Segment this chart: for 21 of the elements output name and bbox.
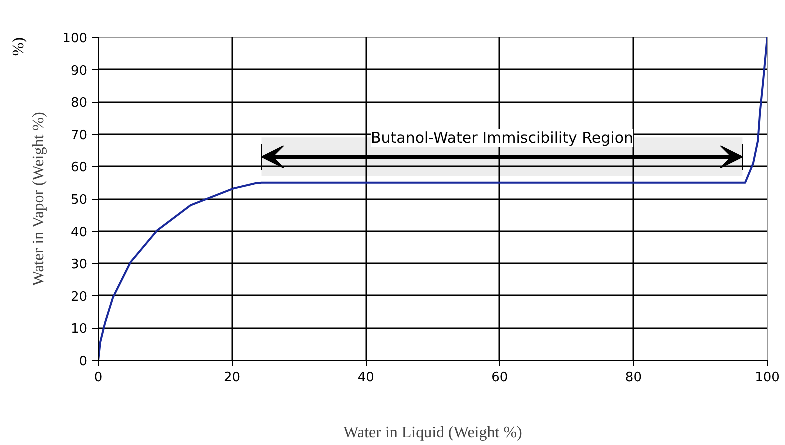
- x-tick-label: 100: [755, 370, 780, 386]
- x-tick-label: 20: [224, 370, 241, 386]
- y-tick-label: 50: [70, 193, 88, 208]
- y-tick-label: 90: [70, 64, 88, 79]
- band-label: Butanol-Water Immiscibility Region: [370, 129, 634, 148]
- text: %): [10, 38, 28, 56]
- y-tick-label: 100: [62, 32, 88, 46]
- x-tick-label: 60: [492, 370, 508, 386]
- x-tick-label: 0: [94, 370, 103, 386]
- y-tick-label: 80: [70, 96, 88, 112]
- x-tick-label: 40: [358, 370, 374, 386]
- y-tick-label: 0: [79, 354, 88, 370]
- y-tick-label: 30: [70, 258, 88, 273]
- y-tick-label: 60: [70, 160, 88, 176]
- y-axis-title: Water in Vapor (Weight %): [30, 112, 48, 286]
- y-tick-label: 70: [70, 128, 88, 144]
- x-axis-title: Water in Liquid (Weight %): [344, 424, 522, 442]
- x-tick-label: 80: [625, 370, 642, 386]
- y-tick-label: 20: [70, 290, 88, 305]
- y-tick-label: 40: [70, 225, 88, 240]
- y-tick-label: 10: [70, 322, 88, 338]
